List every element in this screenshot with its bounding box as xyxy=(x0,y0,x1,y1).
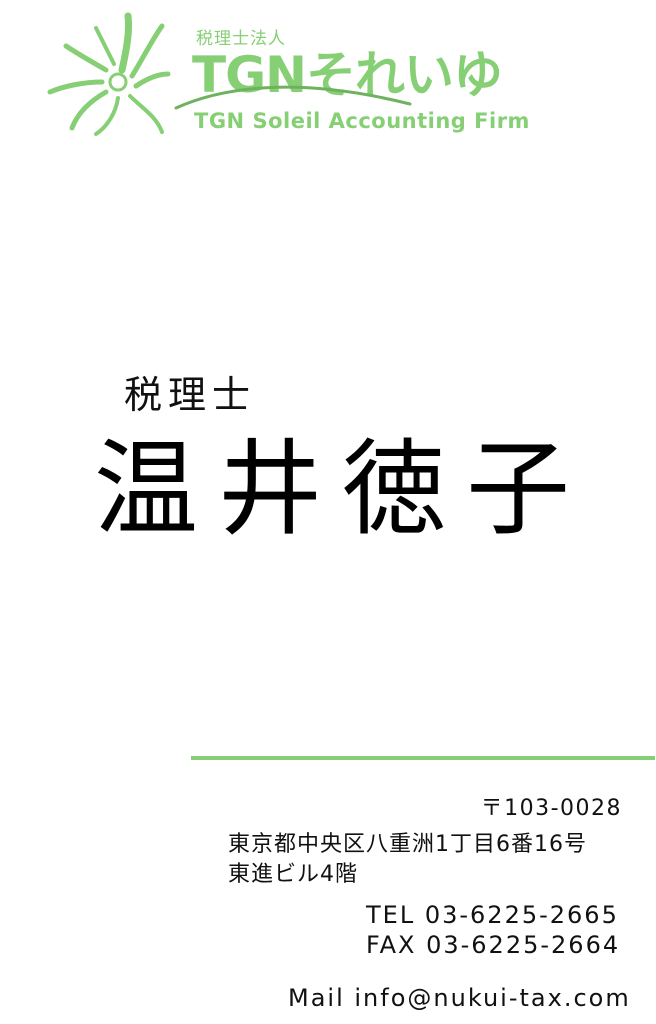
logo-wordmark: TGNそれいゆ xyxy=(192,46,503,104)
phone-block: TEL 03-6225-2665 FAX 03-6225-2664 xyxy=(366,900,620,960)
address: 東京都中央区八重洲1丁目6番16号 東進ビル4階 xyxy=(228,830,587,890)
logo-subtitle: 税理士法人 xyxy=(196,29,286,49)
address-line-2: 東進ビル4階 xyxy=(228,862,358,887)
swoosh-icon xyxy=(174,85,412,110)
tel-number: TEL 03-6225-2665 xyxy=(366,901,619,929)
firm-logo: 税理士法人 TGNそれいゆ TGN Soleil Accounting Firm xyxy=(44,12,529,142)
divider-line xyxy=(191,756,655,760)
address-line-1: 東京都中央区八重洲1丁目6番16号 xyxy=(228,832,587,857)
person-name: 温井徳子 xyxy=(94,428,591,550)
logo-english-name: TGN Soleil Accounting Firm xyxy=(194,109,530,133)
postal-code: 〒103-0028 xyxy=(480,796,622,821)
person-title: 税理士 xyxy=(124,373,257,417)
fax-number: FAX 03-6225-2664 xyxy=(366,931,621,959)
sun-logo-icon xyxy=(47,12,171,136)
email-address: Mail info@nukui-tax.com xyxy=(288,984,631,1012)
